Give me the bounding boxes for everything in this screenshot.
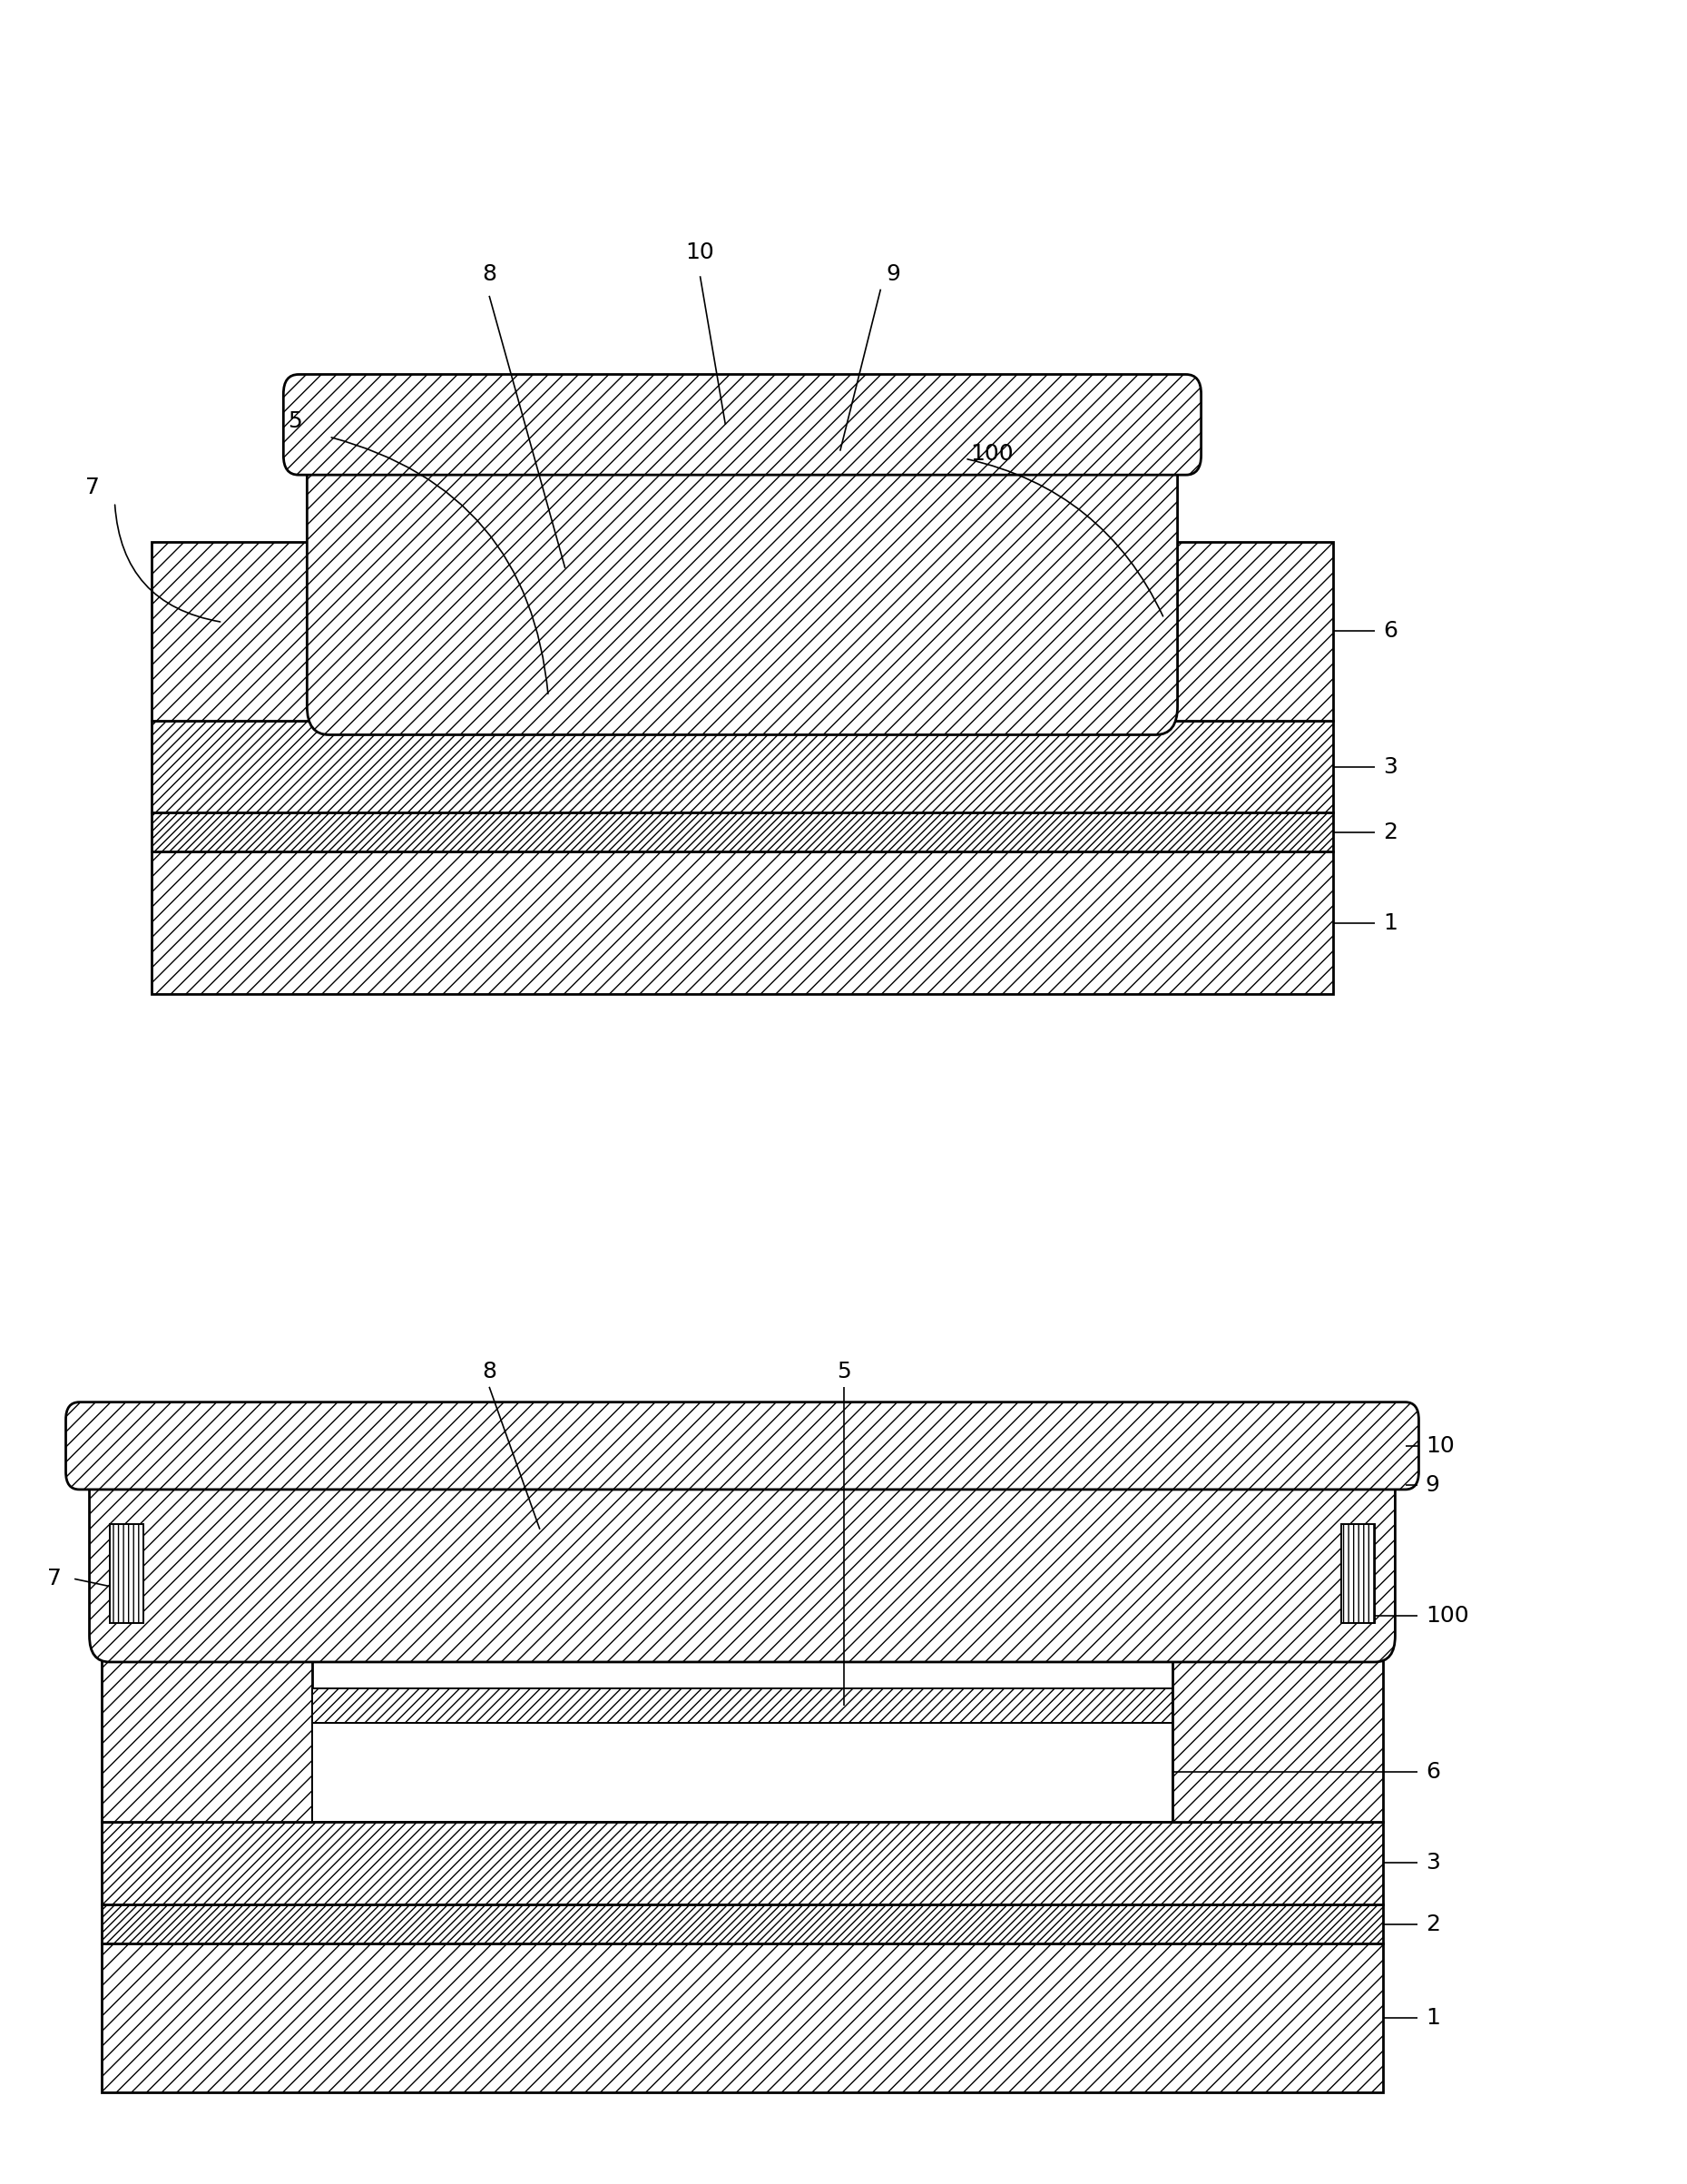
FancyBboxPatch shape (283, 373, 1201, 474)
Text: 5: 5 (837, 1361, 850, 1382)
Bar (354, 686, 1130, 721)
Text: 6: 6 (1426, 1760, 1441, 1782)
Bar (152, 812, 1333, 852)
Text: 8: 8 (482, 1361, 496, 1382)
Text: 3: 3 (1383, 756, 1399, 778)
Bar (312, 1688, 1172, 1723)
Bar (101, 1944, 1383, 2092)
Bar (1172, 1627, 1383, 1642)
Text: 1: 1 (1383, 913, 1399, 933)
Bar (152, 721, 1333, 812)
Bar (1172, 1642, 1383, 1821)
Text: 1: 1 (1426, 2007, 1441, 2029)
Text: 2: 2 (1426, 1913, 1441, 1935)
Text: 7: 7 (86, 476, 100, 498)
FancyBboxPatch shape (89, 1446, 1395, 1662)
Bar (700, 563, 742, 686)
FancyBboxPatch shape (66, 1402, 1419, 1489)
Text: 9: 9 (886, 262, 901, 284)
Bar (110, 1524, 143, 1623)
Bar (101, 1627, 312, 1642)
Text: 3: 3 (1426, 1852, 1441, 1874)
Bar (101, 1904, 1383, 1944)
Bar (152, 542, 354, 721)
Bar (101, 1821, 1383, 1904)
Bar (101, 1642, 312, 1821)
Text: 10: 10 (685, 240, 715, 262)
Bar (152, 852, 1333, 994)
Bar (1341, 1524, 1375, 1623)
Text: 9: 9 (1426, 1474, 1441, 1496)
Bar (742, 563, 784, 686)
Bar (312, 1723, 1172, 1821)
Text: 2: 2 (1383, 821, 1399, 843)
Bar (1130, 542, 1333, 721)
Text: 8: 8 (482, 262, 496, 284)
FancyBboxPatch shape (307, 426, 1178, 734)
Text: 100: 100 (1426, 1605, 1469, 1627)
Text: 6: 6 (1383, 620, 1399, 642)
Text: 100: 100 (970, 443, 1014, 465)
Text: 10: 10 (1426, 1435, 1454, 1457)
Text: 7: 7 (47, 1568, 61, 1590)
Text: 5: 5 (288, 411, 302, 432)
